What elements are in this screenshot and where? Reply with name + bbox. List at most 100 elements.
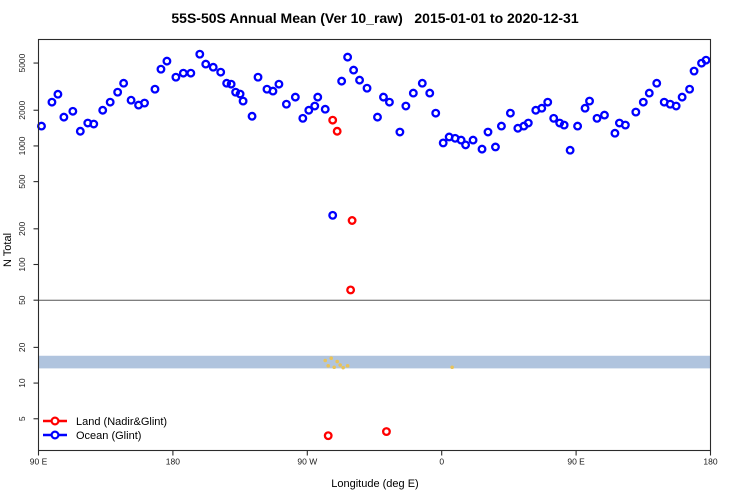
ocean-point [150, 84, 160, 94]
y-tick-label: 50 [17, 295, 27, 305]
ocean-point [53, 89, 63, 99]
ocean-point [68, 106, 78, 116]
ocean-point [559, 120, 569, 130]
anomaly-point [335, 359, 339, 364]
y-tick-label: 5 [17, 416, 27, 421]
ocean-point [701, 55, 711, 65]
land-point [332, 126, 342, 136]
ocean-point [156, 64, 166, 74]
ocean-point [208, 62, 218, 72]
ocean-point [59, 112, 69, 122]
x-tick-label: 90 W [297, 457, 317, 467]
ocean-point [685, 84, 695, 94]
ocean-point [75, 126, 85, 136]
ocean-point [491, 142, 500, 152]
ocean-point [592, 113, 602, 123]
anomaly-point [323, 358, 328, 363]
ocean-point [644, 88, 654, 98]
ocean-point [216, 67, 226, 77]
y-tick-label: 200 [17, 221, 27, 235]
ocean-point [600, 110, 609, 120]
ocean-point [201, 59, 211, 69]
ocean-point [373, 112, 382, 122]
ocean-point [477, 144, 487, 154]
ocean-point [537, 103, 547, 113]
ocean-point [313, 92, 323, 102]
ocean-point [456, 135, 466, 145]
ocean-point [505, 108, 515, 118]
ocean-point [328, 210, 338, 220]
ocean-point [304, 105, 314, 115]
ocean-point [113, 87, 123, 97]
ocean-legend-label: Ocean (Glint) [76, 430, 141, 442]
y-tick-label: 100 [17, 257, 27, 271]
ocean-point [98, 105, 108, 115]
ocean-point [425, 88, 435, 98]
ocean-point [343, 52, 353, 62]
ocean-point [355, 75, 365, 85]
ocean-point [178, 68, 188, 78]
ocean-point [384, 97, 394, 107]
ocean-point [298, 113, 308, 123]
land-legend-label: Land (Nadir&Glint) [76, 416, 167, 428]
plot-frame [37, 38, 712, 452]
anomaly-point [450, 365, 454, 370]
ocean-point [171, 72, 181, 82]
y-axis-title: N Total [2, 233, 14, 267]
anomaly-point [338, 363, 342, 367]
ocean-point [523, 118, 533, 128]
ocean-legend-marker-icon [50, 430, 60, 440]
ocean-point [231, 87, 241, 97]
ocean-point [496, 121, 506, 131]
ocean-point [468, 135, 478, 145]
y-tick-label: 10 [17, 378, 27, 388]
land-point [347, 216, 357, 225]
ocean-point [362, 83, 372, 93]
ocean-point [162, 56, 172, 66]
ocean-point [549, 113, 559, 123]
ocean-point [417, 78, 427, 88]
x-tick-label: 90 E [567, 457, 585, 467]
ocean-point [431, 108, 441, 118]
anomaly-point [345, 363, 350, 368]
y-tick-label: 5000 [17, 53, 27, 72]
chart-title: 55S-50S Annual Mean (Ver 10_raw) 2015-01… [171, 10, 578, 26]
ocean-point [631, 107, 641, 117]
ocean-point [671, 101, 681, 111]
reference-band [38, 355, 711, 369]
ocean-point [247, 111, 257, 121]
ocean-point [268, 86, 278, 96]
anomaly-point [329, 356, 333, 361]
ocean-point [610, 128, 620, 138]
land-point [381, 427, 391, 437]
y-tick-label: 20 [17, 342, 27, 352]
ocean-point [677, 92, 687, 102]
ocean-point [573, 121, 583, 131]
ocean-point [253, 72, 263, 82]
anomaly-point [332, 365, 336, 370]
ocean-point [281, 99, 291, 109]
ocean-point [226, 79, 236, 89]
ocean-point [543, 97, 553, 107]
land-point [323, 431, 333, 441]
ocean-point [483, 127, 493, 137]
ocean-point [274, 79, 284, 89]
ocean-point [186, 68, 196, 78]
x-tick-label: 90 E [30, 457, 48, 467]
ocean-point [585, 96, 594, 106]
x-tick-label: 180 [703, 457, 717, 467]
land-point [346, 285, 356, 295]
ocean-point [379, 92, 388, 102]
ocean-point [349, 65, 359, 75]
ocean-point [401, 101, 411, 111]
ocean-point [408, 88, 418, 98]
anomaly-point [341, 365, 345, 370]
ocean-point [238, 96, 248, 106]
ocean-point [37, 121, 46, 131]
plot-area: 5 10 20 50 100 200 500 1000 2000 5000 90 E 180 90 W 0… [17, 49, 718, 467]
ocean-point [337, 76, 347, 86]
ocean-point [235, 89, 245, 99]
y-tick-label: 2000 [17, 101, 27, 120]
land-point [328, 115, 338, 125]
